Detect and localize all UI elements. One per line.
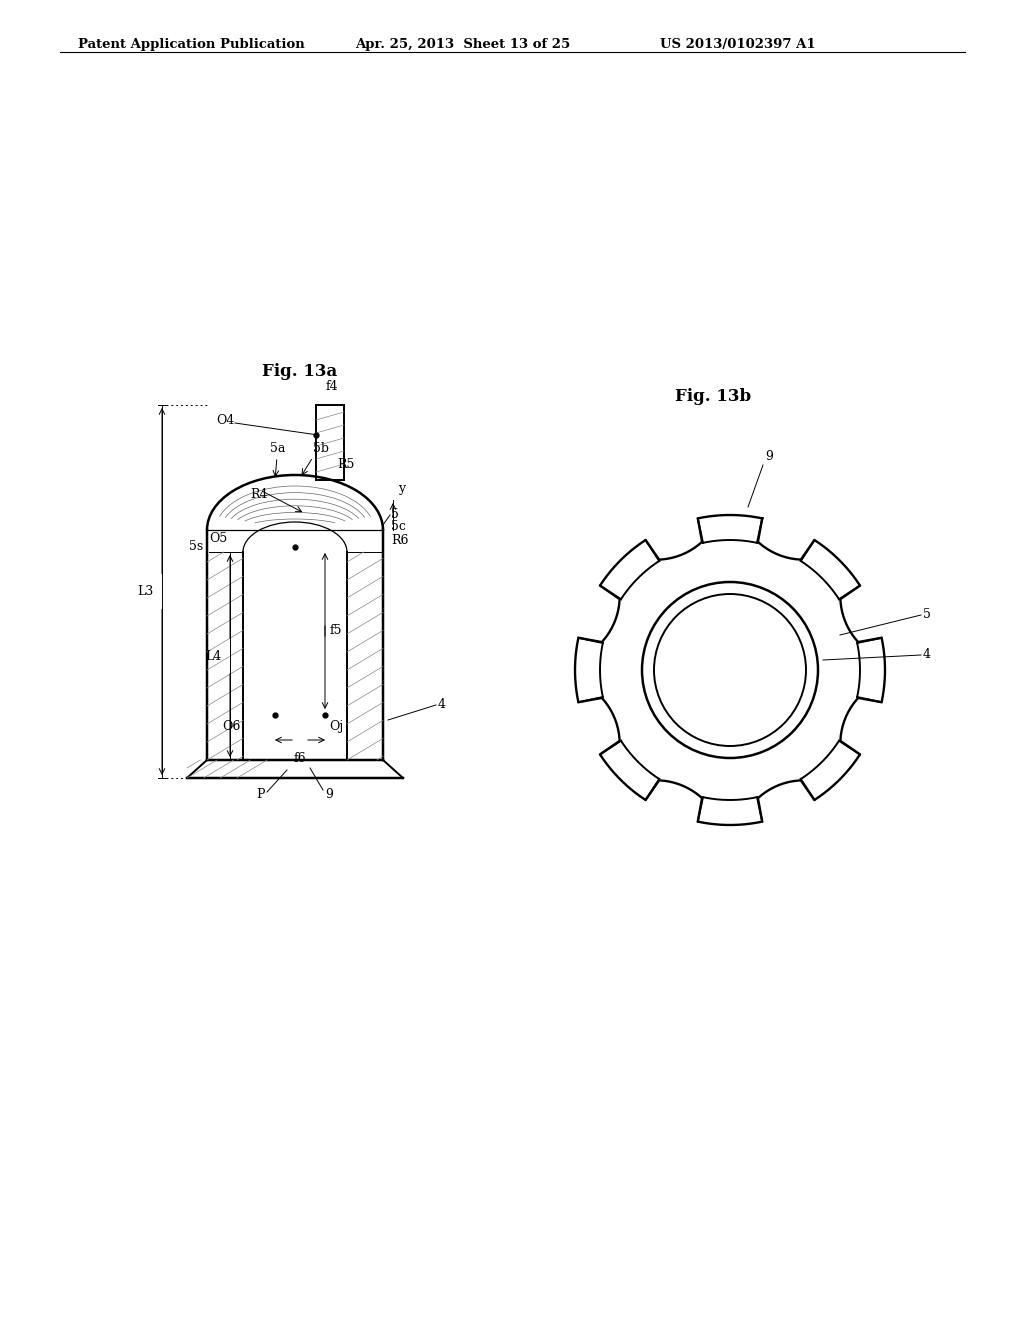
Text: 5a: 5a — [269, 442, 285, 455]
Text: R6: R6 — [391, 533, 409, 546]
Text: R5: R5 — [337, 458, 354, 471]
Text: 5: 5 — [923, 609, 931, 622]
Text: 9: 9 — [765, 450, 773, 463]
Text: US 2013/0102397 A1: US 2013/0102397 A1 — [660, 38, 816, 51]
Text: 4: 4 — [923, 648, 931, 661]
Text: Patent Application Publication: Patent Application Publication — [78, 38, 305, 51]
Text: 9: 9 — [325, 788, 333, 801]
Text: O6: O6 — [222, 719, 241, 733]
Text: O4: O4 — [217, 413, 234, 426]
Text: f4: f4 — [326, 380, 338, 393]
Text: 5b: 5b — [313, 442, 329, 455]
Text: f6: f6 — [294, 752, 306, 766]
Text: L4: L4 — [206, 649, 222, 663]
Text: Oj: Oj — [329, 719, 343, 733]
Text: Fig. 13a: Fig. 13a — [262, 363, 338, 380]
Text: O5: O5 — [209, 532, 227, 545]
Text: y: y — [398, 482, 406, 495]
Text: f5: f5 — [330, 624, 342, 638]
Text: Fig. 13b: Fig. 13b — [675, 388, 752, 405]
Text: P: P — [256, 788, 265, 801]
Text: 5: 5 — [391, 508, 399, 521]
Text: 5s: 5s — [188, 540, 203, 553]
Text: L3: L3 — [138, 585, 154, 598]
Text: 5c: 5c — [391, 520, 406, 533]
Text: 4: 4 — [438, 698, 446, 711]
Text: Apr. 25, 2013  Sheet 13 of 25: Apr. 25, 2013 Sheet 13 of 25 — [355, 38, 570, 51]
Text: R4: R4 — [250, 488, 267, 502]
